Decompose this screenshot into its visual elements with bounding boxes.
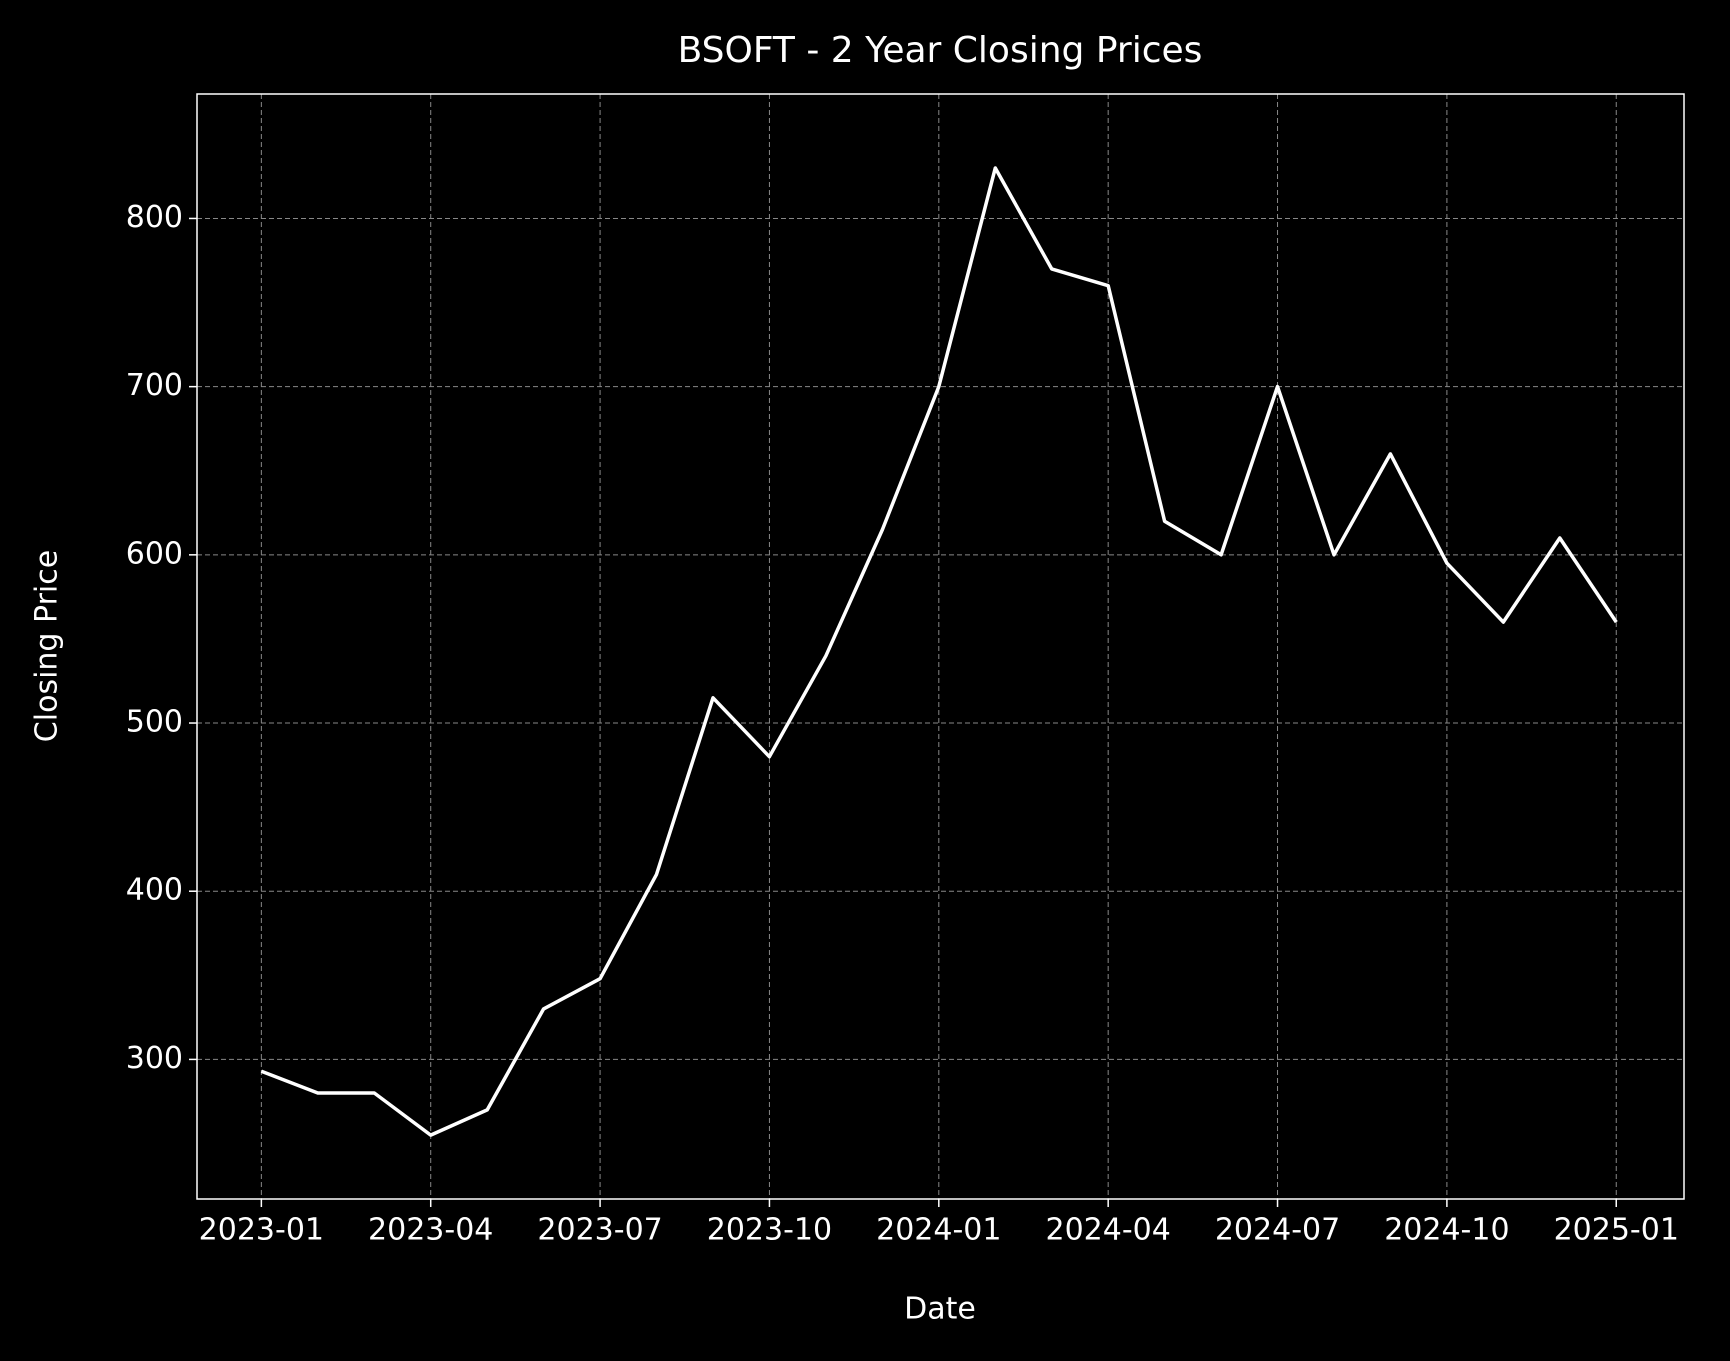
y-tick-label: 700 [126, 368, 183, 403]
x-tick-label: 2024-04 [1045, 1213, 1170, 1248]
x-tick-label: 2024-01 [876, 1213, 1001, 1248]
y-tick-label: 500 [126, 705, 183, 740]
y-axis-label: Closing Price [30, 550, 65, 742]
x-tick-label: 2023-10 [707, 1213, 832, 1248]
x-tick-label: 2025-01 [1554, 1213, 1679, 1248]
chart-title: BSOFT - 2 Year Closing Prices [678, 30, 1203, 71]
y-tick-label: 800 [126, 200, 183, 235]
y-tick-label: 600 [126, 536, 183, 571]
x-tick-label: 2023-01 [199, 1213, 324, 1248]
x-axis-label: Date [904, 1292, 976, 1327]
x-tick-label: 2024-10 [1384, 1213, 1509, 1248]
y-tick-label: 300 [126, 1041, 183, 1076]
x-tick-label: 2023-07 [537, 1213, 662, 1248]
plot-frame [196, 93, 1685, 1200]
x-tick-label: 2024-07 [1215, 1213, 1340, 1248]
x-tick-label: 2023-04 [368, 1213, 493, 1248]
y-tick-label: 400 [126, 873, 183, 908]
price-line [260, 166, 1618, 1137]
